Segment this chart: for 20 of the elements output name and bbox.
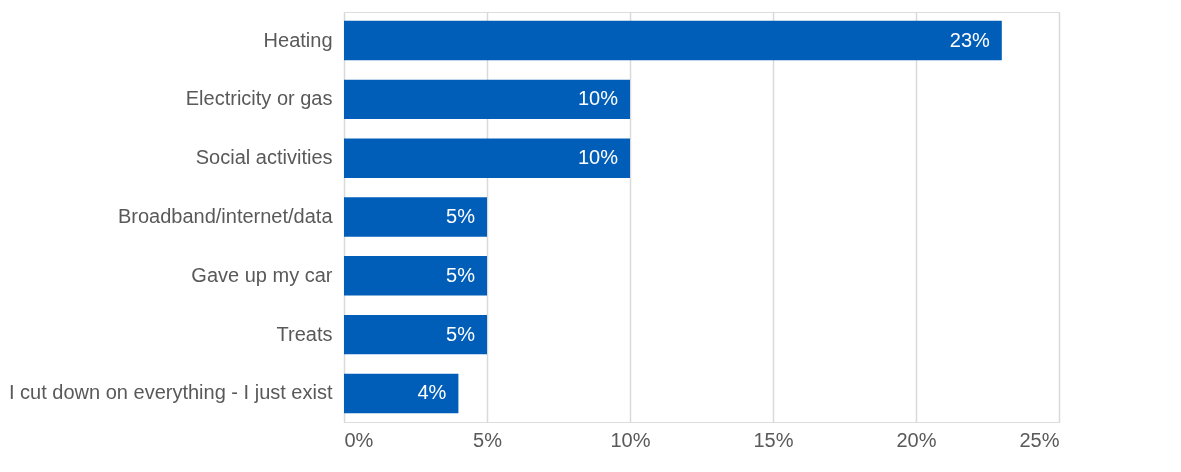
data-label: 23% bbox=[949, 28, 991, 51]
x-tick-label: 0% bbox=[344, 428, 374, 451]
x-tick-label: 20% bbox=[896, 428, 937, 451]
data-label: 5% bbox=[446, 322, 476, 345]
y-tick-label: Heating bbox=[263, 28, 333, 51]
y-tick-label: Broadband/internet/data bbox=[117, 205, 334, 227]
y-tick-label: Gave up my car bbox=[191, 263, 333, 286]
y-tick-label: Social activities bbox=[195, 146, 333, 169]
y-tick-label: Treats bbox=[276, 322, 333, 345]
data-label: 10% bbox=[577, 146, 619, 169]
data-label: 10% bbox=[577, 87, 619, 110]
x-tick-label: 25% bbox=[1019, 428, 1060, 451]
y-tick-label: I cut down on everything - I just exist bbox=[9, 381, 333, 404]
data-label: 5% bbox=[446, 205, 476, 227]
data-label: 5% bbox=[446, 263, 476, 286]
x-tick-label: 5% bbox=[473, 428, 503, 451]
y-tick-label: Electricity or gas bbox=[185, 87, 333, 110]
x-tick-label: 15% bbox=[753, 428, 794, 451]
x-tick-label: 10% bbox=[610, 428, 651, 451]
data-label: 4% bbox=[417, 381, 447, 404]
